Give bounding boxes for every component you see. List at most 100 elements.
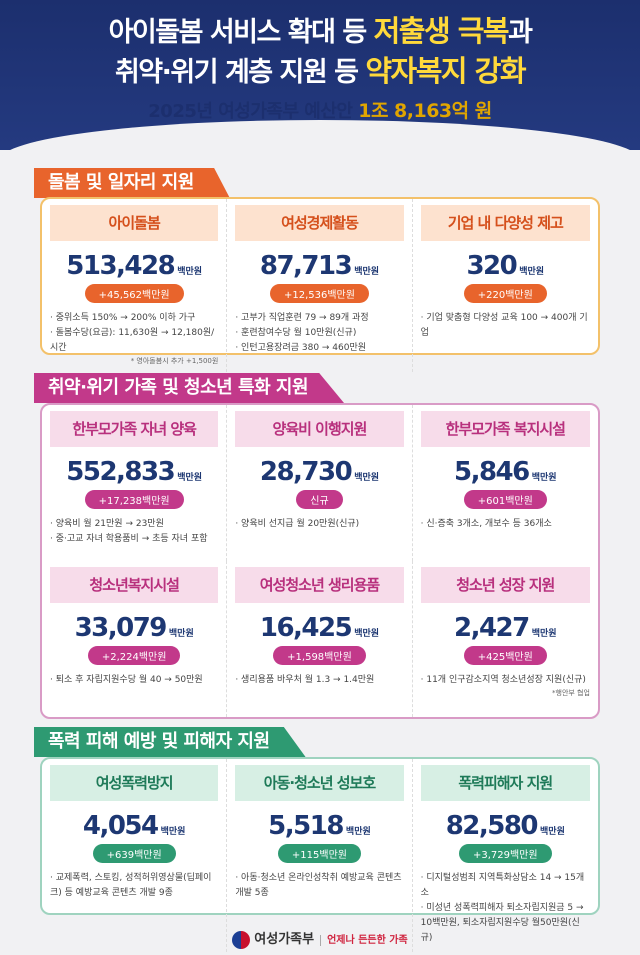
- change-badge: +115백만원: [277, 844, 361, 863]
- detail-list: 양육비 월 21만원 → 23만원중·고교 자녀 학용품비 → 초등 자녀 포함: [50, 517, 218, 547]
- amount: 5,846 백만원: [421, 457, 590, 487]
- card-label: 여성경제활동: [235, 205, 404, 241]
- amount-value: 5,518: [268, 811, 344, 841]
- change-badge: +45,562백만원: [84, 284, 184, 303]
- amount-value: 28,730: [259, 457, 353, 487]
- change-badge: +1,598백만원: [273, 646, 366, 665]
- change-badge: +17,238백만원: [84, 490, 184, 509]
- detail-list: 디지털성범죄 지역특화상담소 14 → 15개소미성년 성폭력피해자 퇴소자립지…: [421, 871, 590, 946]
- headline-text: 취약·위기 계층 지원 등: [114, 57, 366, 88]
- card-label: 아동·청소년 성보호: [235, 765, 404, 801]
- change-badge: +639백만원: [92, 844, 176, 863]
- amount: 552,833 백만원: [50, 457, 218, 487]
- amount: 2,427 백만원: [421, 613, 590, 643]
- amount-value: 5,846: [453, 457, 530, 487]
- amount-value: 82,580: [445, 811, 539, 841]
- budget-card: 여성청소년 생리용품 16,425백만원 +1,598백만원생리용품 바우처 월…: [227, 561, 413, 717]
- detail-item: 미성년 성폭력피해자 퇴소자립지원금 5 → 10백만원, 퇴소자립지원수당 월…: [421, 901, 590, 946]
- amount-unit: 백만원: [345, 827, 371, 837]
- detail-item: 훈련참여수당 월 10만원(신규): [235, 326, 403, 341]
- detail-list: 신·증축 3개소, 개보수 등 36개소: [421, 517, 590, 532]
- headline-highlight: 약자복지 강화: [365, 54, 526, 88]
- detail-item: 디지털성범죄 지역특화상담소 14 → 15개소: [421, 871, 590, 901]
- detail-list: 양육비 선지급 월 20만원(신규): [235, 517, 403, 532]
- amount: 4,054 백만원: [50, 811, 218, 841]
- detail-item: 신·증축 3개소, 개보수 등 36개소: [421, 517, 590, 532]
- amount: 82,580 백만원: [421, 811, 590, 841]
- amount: 16,425 백만원: [235, 613, 403, 643]
- section-title: 취약·위기 가족 및 청소년 특화 지원: [34, 373, 345, 403]
- change-badge: +220백만원: [463, 284, 547, 303]
- detail-item: 생리용품 바우처 월 1.3 → 1.4만원: [235, 673, 403, 688]
- amount-unit: 백만원: [168, 629, 194, 639]
- change-badge: +601백만원: [463, 490, 547, 509]
- amount-unit: 백만원: [354, 473, 380, 483]
- detail-list: 기업 맞춤형 다양성 교육 100 → 400개 기업: [421, 311, 590, 341]
- detail-list: 교제폭력, 스토킹, 성적허위영상물(딥페이크) 등 예방교육 콘텐츠 개발 9…: [50, 871, 218, 901]
- amount-value: 2,427: [453, 613, 530, 643]
- footnote: * 영아돌봄시 추가 +1,500원: [130, 357, 219, 365]
- ministry-name: 여성가족부: [254, 932, 315, 947]
- headline-line2: 취약·위기 계층 지원 등 약자복지 강화: [0, 48, 640, 90]
- section-title: 돌봄 및 일자리 지원: [34, 168, 230, 198]
- amount: 5,518 백만원: [235, 811, 403, 841]
- detail-list: 11개 인구감소지역 청소년성장 지원(신규): [421, 673, 590, 688]
- section-title: 폭력 피해 예방 및 피해자 지원: [34, 727, 306, 757]
- card-label: 여성청소년 생리용품: [235, 567, 404, 603]
- amount-value: 552,833: [66, 457, 175, 487]
- amount-unit: 백만원: [354, 267, 380, 277]
- headline-line1: 아이돌봄 서비스 확대 등 저출생 극복과: [0, 8, 640, 50]
- change-badge: +425백만원: [463, 646, 547, 665]
- budget-total: 1조 8,163억 원: [358, 100, 492, 122]
- detail-item: 고부가 직업훈련 79 → 89개 과정: [235, 311, 403, 326]
- change-badge: 신규: [296, 490, 343, 509]
- detail-list: 생리용품 바우처 월 1.3 → 1.4만원: [235, 673, 403, 688]
- amount: 33,079 백만원: [50, 613, 218, 643]
- change-badge: +2,224백만원: [87, 646, 181, 665]
- card-label: 아이돌봄: [50, 205, 219, 241]
- card-label: 여성폭력방지: [50, 765, 219, 801]
- subtitle-text: 2025년 여성가족부 예산안: [148, 101, 359, 122]
- detail-item: 중·고교 자녀 학용품비 → 초등 자녀 포함: [50, 532, 218, 547]
- amount: 513,428 백만원: [50, 251, 218, 281]
- card-label: 양육비 이행지원: [235, 411, 404, 447]
- card-label: 기업 내 다양성 제고: [420, 205, 590, 241]
- footnote: *행안부 협업: [552, 689, 590, 697]
- budget-subtitle: 2025년 여성가족부 예산안 1조 8,163억 원: [0, 96, 640, 123]
- card-label: 한부모가족 복지시설: [420, 411, 590, 447]
- card-label: 청소년복지시설: [50, 567, 219, 603]
- detail-item: 양육비 선지급 월 20만원(신규): [235, 517, 403, 532]
- detail-item: 양육비 월 21만원 → 23만원: [50, 517, 218, 532]
- detail-item: 교제폭력, 스토킹, 성적허위영상물(딥페이크) 등 예방교육 콘텐츠 개발 9…: [50, 871, 218, 901]
- amount: 320 백만원: [421, 251, 590, 281]
- detail-list: 고부가 직업훈련 79 → 89개 과정훈련참여수당 월 10만원(신규)인턴고…: [235, 311, 403, 356]
- headline-text: 과: [508, 17, 533, 48]
- amount-unit: 백만원: [177, 267, 203, 277]
- amount-value: 33,079: [74, 613, 168, 643]
- detail-item: 중위소득 150% → 200% 이하 가구: [50, 311, 218, 326]
- amount-unit: 백만원: [177, 473, 203, 483]
- amount-value: 4,054: [82, 811, 159, 841]
- headline-highlight: 저출생 극복: [373, 14, 510, 48]
- detail-item: 11개 인구감소지역 청소년성장 지원(신규): [421, 673, 590, 688]
- amount-unit: 백만원: [354, 629, 380, 639]
- amount-value: 513,428: [66, 251, 175, 281]
- amount-unit: 백만원: [531, 629, 557, 639]
- amount-unit: 백만원: [160, 827, 186, 837]
- detail-item: 돌봄수당(요금): 11,630원 → 12,180원/시간: [50, 326, 218, 356]
- amount-value: 16,425: [259, 613, 353, 643]
- change-badge: +3,729백만원: [458, 844, 552, 863]
- amount-unit: 백만원: [531, 473, 557, 483]
